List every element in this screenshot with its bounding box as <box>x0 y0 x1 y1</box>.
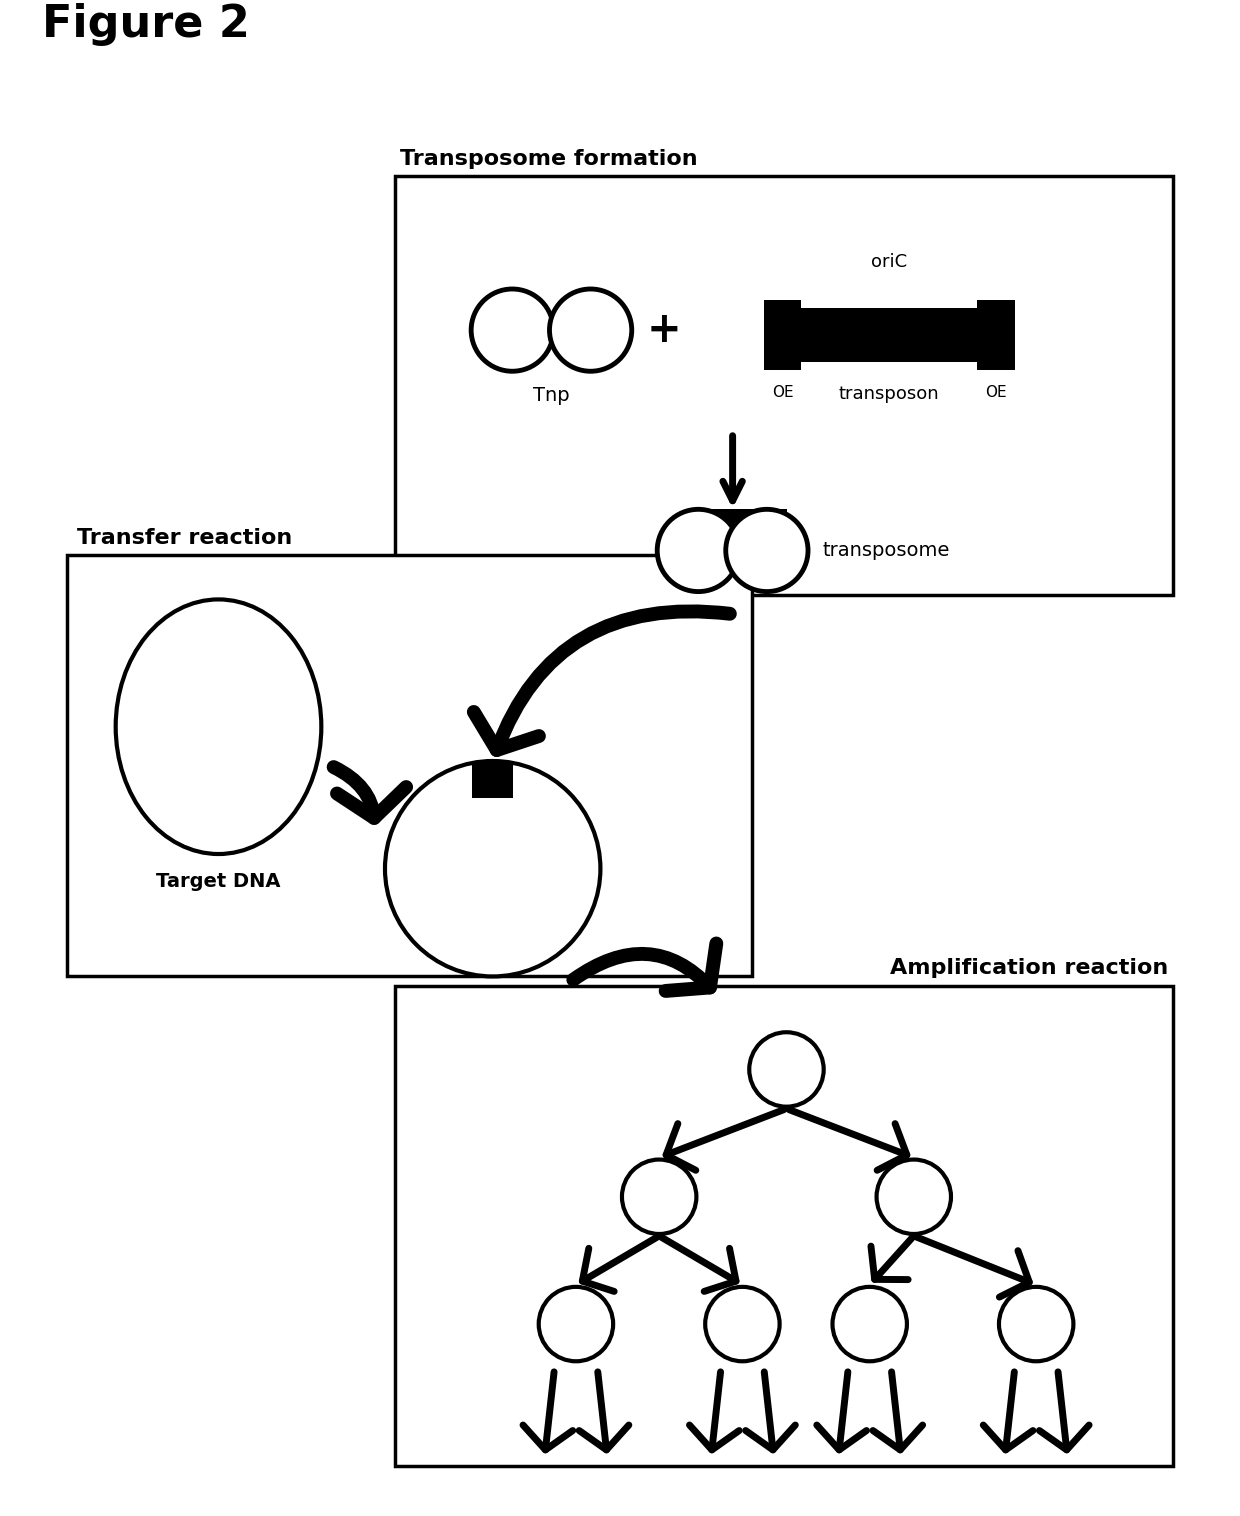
FancyArrowPatch shape <box>334 767 407 819</box>
Text: oriC: oriC <box>872 253 908 271</box>
Text: OE: OE <box>771 385 794 400</box>
Circle shape <box>832 1287 906 1361</box>
Ellipse shape <box>115 599 321 854</box>
Text: Target DNA: Target DNA <box>156 872 280 891</box>
Bar <box>686 509 787 558</box>
FancyArrowPatch shape <box>662 1237 737 1292</box>
FancyArrowPatch shape <box>916 1237 1029 1298</box>
Text: transposome: transposome <box>822 541 950 559</box>
FancyArrowPatch shape <box>870 1239 911 1280</box>
Text: +: + <box>647 309 682 352</box>
Circle shape <box>538 1287 613 1361</box>
FancyArrowPatch shape <box>583 1237 657 1292</box>
FancyArrowPatch shape <box>817 1372 867 1449</box>
FancyArrowPatch shape <box>689 1372 739 1449</box>
Bar <box>394 987 1173 1466</box>
Circle shape <box>384 761 600 976</box>
Text: Figure 2: Figure 2 <box>42 3 250 45</box>
FancyArrowPatch shape <box>983 1372 1033 1449</box>
Circle shape <box>999 1287 1074 1361</box>
FancyArrowPatch shape <box>474 611 730 750</box>
Circle shape <box>549 290 631 371</box>
FancyArrowPatch shape <box>745 1372 795 1449</box>
Circle shape <box>471 290 553 371</box>
Circle shape <box>622 1160 697 1234</box>
Bar <box>67 555 753 976</box>
Circle shape <box>725 509 808 591</box>
Circle shape <box>657 509 739 591</box>
Text: Amplification reaction: Amplification reaction <box>890 958 1168 978</box>
FancyArrowPatch shape <box>579 1372 629 1449</box>
Bar <box>801 308 977 362</box>
Text: transposon: transposon <box>839 385 940 403</box>
Circle shape <box>706 1287 780 1361</box>
Bar <box>472 761 513 799</box>
Bar <box>394 176 1173 594</box>
Text: OE: OE <box>986 385 1007 400</box>
FancyArrowPatch shape <box>666 1110 784 1170</box>
FancyArrowPatch shape <box>1039 1372 1089 1449</box>
FancyArrowPatch shape <box>573 943 717 991</box>
Circle shape <box>877 1160 951 1234</box>
Bar <box>977 300 1014 370</box>
Text: Transfer reaction: Transfer reaction <box>77 528 291 547</box>
FancyArrowPatch shape <box>789 1110 906 1170</box>
Circle shape <box>749 1032 823 1107</box>
Text: Tnp: Tnp <box>533 387 569 405</box>
Bar <box>764 300 801 370</box>
Text: Transposome formation: Transposome formation <box>399 149 697 168</box>
FancyArrowPatch shape <box>873 1372 923 1449</box>
FancyArrowPatch shape <box>523 1372 573 1449</box>
